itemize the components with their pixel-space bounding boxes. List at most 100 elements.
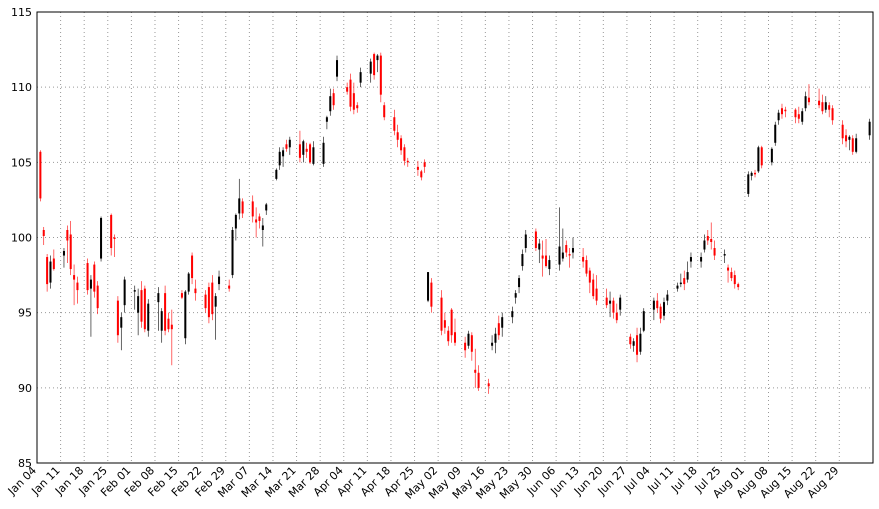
candle-body bbox=[683, 278, 686, 285]
candle-body bbox=[251, 201, 254, 217]
candle-body bbox=[110, 214, 113, 249]
candle-body bbox=[855, 138, 858, 152]
y-tick-label: 105 bbox=[11, 156, 32, 169]
candle-body bbox=[612, 300, 615, 313]
candle-body bbox=[194, 288, 197, 294]
candle-body bbox=[757, 147, 760, 172]
candle-body bbox=[258, 216, 261, 221]
candle-body bbox=[332, 93, 335, 106]
candle-body bbox=[595, 288, 598, 301]
candle-body bbox=[636, 335, 639, 355]
candle-body bbox=[487, 383, 490, 387]
candle-body bbox=[234, 214, 237, 229]
candle-body bbox=[545, 255, 548, 267]
candle-body bbox=[86, 263, 89, 291]
candle-body bbox=[747, 174, 750, 194]
candle-body bbox=[275, 169, 278, 179]
candle-body bbox=[777, 112, 780, 121]
candle-body bbox=[571, 248, 574, 253]
candle-body bbox=[89, 279, 92, 289]
candle-body bbox=[164, 293, 167, 331]
candle-body bbox=[143, 288, 146, 330]
candle-body bbox=[393, 117, 396, 131]
candle-body bbox=[167, 318, 170, 330]
candle-body bbox=[322, 142, 325, 164]
candle-body bbox=[713, 248, 716, 256]
candle-body bbox=[406, 160, 409, 163]
candle-body bbox=[464, 342, 467, 351]
candle-body bbox=[700, 257, 703, 262]
candle-body bbox=[770, 148, 773, 163]
candle-body bbox=[336, 60, 339, 77]
candle-body bbox=[427, 272, 430, 301]
candle-body bbox=[501, 317, 504, 328]
candle-body bbox=[848, 136, 851, 140]
candle-body bbox=[750, 172, 753, 176]
candle-body bbox=[605, 297, 608, 306]
candle-body bbox=[211, 282, 214, 315]
candle-body bbox=[679, 282, 682, 285]
candle-body bbox=[784, 109, 787, 112]
candle-body bbox=[538, 243, 541, 250]
candle-body bbox=[511, 311, 514, 318]
y-tick-label: 110 bbox=[11, 81, 32, 94]
plot-area bbox=[37, 12, 873, 463]
candle-body bbox=[302, 141, 305, 155]
candle-body bbox=[288, 139, 291, 148]
candle-body bbox=[160, 311, 163, 331]
candle-body bbox=[561, 252, 564, 259]
candle-body bbox=[662, 302, 666, 316]
candle-body bbox=[723, 254, 726, 256]
candle-body bbox=[207, 287, 210, 318]
candle-body bbox=[541, 255, 544, 259]
candle-body bbox=[96, 285, 99, 309]
candle-body bbox=[497, 323, 500, 336]
candle-body bbox=[100, 217, 103, 259]
candle-body bbox=[794, 109, 797, 118]
candle-body bbox=[689, 257, 692, 262]
candle-body bbox=[703, 240, 706, 250]
candle-body bbox=[403, 147, 406, 161]
candle-body bbox=[120, 317, 123, 328]
candle-body bbox=[113, 237, 116, 240]
candle-body bbox=[659, 306, 662, 319]
candle-body bbox=[447, 330, 450, 342]
candle-body bbox=[851, 138, 854, 152]
candle-body bbox=[666, 294, 669, 301]
candle-body bbox=[66, 229, 69, 241]
candle-body bbox=[62, 251, 65, 256]
y-tick-label: 90 bbox=[18, 382, 32, 395]
candle-body bbox=[49, 261, 52, 283]
candle-body bbox=[440, 297, 443, 331]
candle-body bbox=[491, 342, 494, 346]
candle-body bbox=[261, 225, 264, 230]
candle-body bbox=[305, 148, 308, 152]
candle-body bbox=[231, 229, 234, 276]
candle-body bbox=[241, 201, 244, 214]
candle-body bbox=[123, 279, 126, 306]
candle-body bbox=[727, 267, 730, 271]
candle-body bbox=[588, 270, 591, 283]
candle-body bbox=[639, 333, 642, 352]
candle-body bbox=[706, 235, 709, 241]
candle-body bbox=[585, 260, 588, 274]
candle-body bbox=[818, 100, 821, 106]
candle-body bbox=[379, 55, 382, 95]
candle-body bbox=[730, 272, 733, 279]
candle-body bbox=[565, 245, 568, 253]
x-tick-label: Jul 18 bbox=[668, 464, 700, 496]
candle-body bbox=[494, 333, 497, 343]
candle-body bbox=[821, 102, 824, 112]
candle-body bbox=[52, 258, 55, 270]
candle-body bbox=[356, 105, 359, 109]
candle-body bbox=[558, 246, 561, 265]
candle-body bbox=[797, 114, 800, 119]
candle-body bbox=[632, 341, 635, 346]
candle-body bbox=[298, 144, 301, 158]
candle-body bbox=[845, 135, 848, 142]
candle-body bbox=[285, 144, 288, 149]
candle-body bbox=[629, 336, 632, 345]
candle-body bbox=[518, 278, 521, 288]
candle-body bbox=[376, 55, 379, 61]
candle-body bbox=[184, 291, 187, 339]
